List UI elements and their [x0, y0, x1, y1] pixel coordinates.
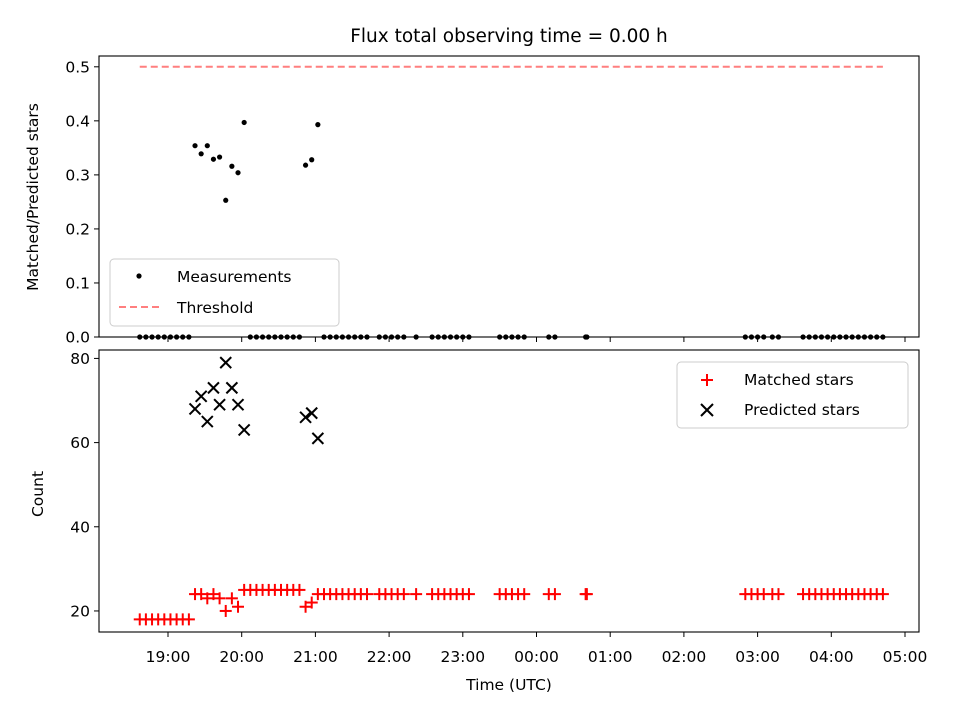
predicted-stars-point: [231, 398, 245, 411]
x-tick-label: 01:00: [588, 648, 633, 666]
predicted-stars-point: [299, 411, 312, 424]
top-y-tick-label: 0.1: [65, 274, 90, 292]
top-y-tick-label: 0.2: [65, 220, 90, 238]
matched-stars-point: [207, 588, 220, 601]
measurement-point: [223, 197, 229, 203]
x-tick-label: 05:00: [883, 648, 928, 666]
top-panel-title: Flux total observing time = 0.00 h: [350, 26, 668, 47]
x-tick-label: 21:00: [293, 648, 338, 666]
matched-stars-point: [548, 588, 561, 601]
matched-stars-point: [213, 592, 226, 605]
bottom-panel-frame: [98, 349, 920, 633]
measurement-point: [315, 122, 321, 128]
legend-predicted-stars-marker: [700, 403, 714, 417]
legend-predicted-stars-label: Predicted stars: [744, 401, 860, 419]
bottom-panel-y-axis-label: Count: [29, 471, 47, 517]
top-y-tick-label: 0.3: [65, 166, 90, 184]
x-tick-label: 22:00: [367, 648, 412, 666]
matched-stars-point: [772, 588, 785, 601]
matched-stars-point: [305, 596, 318, 609]
top-legend-box: [109, 258, 340, 327]
predicted-stars-point: [213, 398, 226, 411]
matched-stars-point: [219, 604, 232, 617]
top-panel: Flux total observing time = 0.00 h Match…: [24, 26, 920, 340]
matched-stars-point: [225, 592, 238, 605]
x-tick-label: 04:00: [809, 648, 854, 666]
bottom-legend-box: [676, 361, 909, 429]
measurement-point: [309, 157, 315, 163]
matched-stars-point: [410, 588, 423, 601]
top-panel-y-axis-label: Matched/Predicted stars: [24, 103, 42, 291]
measurement-point: [302, 162, 309, 168]
legend-measurements-marker: [136, 273, 142, 279]
matched-stars-point: [195, 588, 208, 601]
top-y-tick-label: 0.5: [65, 58, 90, 76]
measurement-point: [241, 119, 247, 126]
measurement-point: [229, 163, 235, 169]
legend-matched-stars-marker: [701, 374, 713, 386]
x-tick-label: 03:00: [735, 648, 780, 666]
matched-stars-point: [299, 600, 312, 613]
top-panel-legend: Measurements Threshold: [109, 258, 340, 327]
predicted-stars-point: [207, 381, 220, 395]
predicted-stars-point: [305, 406, 318, 420]
x-tick-label: 19:00: [146, 648, 191, 666]
matched-stars-point: [201, 592, 214, 605]
predicted-stars-point: [237, 423, 251, 437]
matched-stars-point: [397, 588, 410, 601]
predicted-stars-point: [188, 402, 202, 416]
matched-stars-point: [360, 588, 373, 601]
bottom-y-tick-label: 20: [70, 602, 90, 620]
x-tick-label: 20:00: [219, 648, 264, 666]
bottom-panel-legend: Matched stars Predicted stars: [676, 361, 909, 429]
matched-stars-point: [232, 600, 245, 613]
legend-threshold-label: Threshold: [176, 299, 253, 317]
measurement-point: [192, 143, 198, 149]
matched-stars-point: [580, 588, 593, 601]
top-y-tick-label: 0.4: [65, 112, 90, 130]
matched-stars-point: [462, 588, 475, 601]
legend-matched-stars-label: Matched stars: [744, 371, 854, 389]
x-tick-label: 23:00: [440, 648, 485, 666]
matched-stars-point: [293, 583, 306, 596]
x-axis-label: Time (UTC): [465, 676, 552, 694]
matched-stars-point: [876, 588, 889, 601]
bottom-plot-area: [133, 356, 889, 626]
bottom-panel: Count Time (UTC) Matched stars Predicted…: [29, 349, 920, 694]
predicted-stars-point: [201, 415, 214, 428]
bottom-y-tick-label: 40: [70, 518, 90, 536]
x-tick-label: 00:00: [514, 648, 559, 666]
x-tick-label: 02:00: [662, 648, 707, 666]
predicted-stars-point: [219, 356, 232, 369]
measurement-point: [216, 154, 223, 160]
predicted-stars-point: [194, 390, 208, 403]
measurement-point: [204, 143, 210, 149]
measurement-point: [235, 170, 241, 176]
matched-stars-point: [182, 613, 195, 626]
top-y-tick-label: 0.0: [65, 329, 90, 347]
predicted-stars-point: [225, 381, 239, 395]
bottom-y-tick-label: 60: [70, 434, 90, 452]
top-panel-frame: [98, 55, 920, 338]
matched-stars-point: [518, 588, 531, 601]
predicted-stars-point: [311, 432, 325, 445]
bottom-y-tick-label: 80: [70, 350, 90, 368]
measurement-point: [198, 151, 204, 157]
measurement-point: [210, 156, 217, 162]
legend-measurements-label: Measurements: [177, 268, 292, 286]
